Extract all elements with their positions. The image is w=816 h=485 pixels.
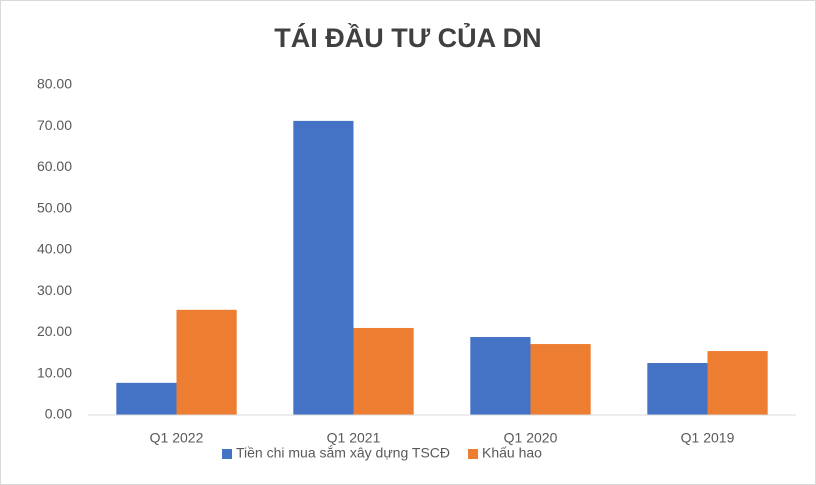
legend-label: Khấu hao	[482, 445, 542, 461]
y-tick-label: 0.00	[45, 406, 72, 422]
bar	[470, 337, 531, 415]
y-tick-label: 50.00	[37, 199, 72, 215]
legend-swatch	[468, 449, 479, 459]
y-tick-label: 80.00	[37, 76, 72, 92]
bar	[530, 344, 591, 415]
x-tick-label: Q1 2021	[327, 430, 381, 446]
y-tick-label: 10.00	[37, 364, 72, 380]
y-tick-label: 60.00	[37, 158, 72, 174]
x-tick-label: Q1 2019	[681, 430, 735, 446]
x-tick-label: Q1 2020	[504, 430, 558, 446]
bar	[176, 309, 237, 415]
y-tick-label: 40.00	[37, 241, 72, 257]
bar	[707, 351, 768, 415]
x-tick-label: Q1 2022	[150, 430, 204, 446]
bar	[353, 327, 414, 415]
bar	[293, 120, 354, 415]
bar	[116, 382, 177, 415]
y-tick-label: 70.00	[37, 117, 72, 133]
legend-label: Tiền chi mua sắm xây dựng TSCĐ	[236, 445, 450, 461]
legend-swatch	[222, 449, 232, 459]
chart-title: TÁI ĐẦU TƯ CỦA DN	[274, 21, 541, 53]
bar	[647, 363, 708, 415]
y-tick-label: 20.00	[37, 323, 72, 339]
y-tick-label: 30.00	[37, 282, 72, 298]
